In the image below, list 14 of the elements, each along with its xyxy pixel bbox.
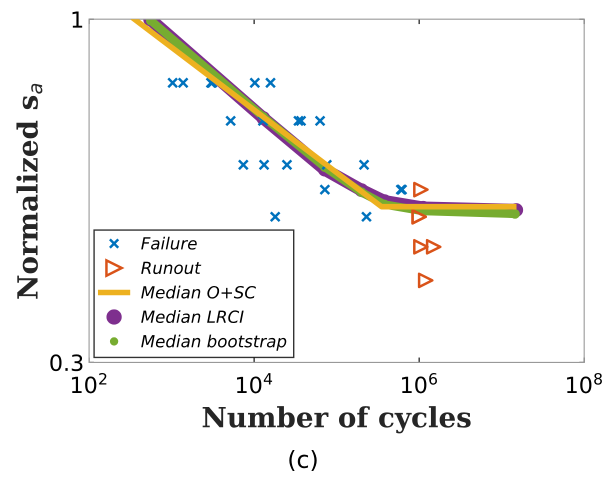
legend-label: Median O+SC [141, 286, 256, 299]
y-tick-label: 0.3 [50, 354, 82, 372]
x-axis-title: Number of cycles [202, 406, 471, 434]
legend-label: Failure [141, 236, 197, 250]
x-tick-label: 10$^{6}$ [402, 372, 437, 394]
legend-label: Median bootstrap [141, 334, 286, 351]
y-tick-label: 1 [72, 11, 82, 28]
legend-label: Runout [141, 262, 202, 274]
x-tick-label: 10$^{4}$ [237, 373, 272, 394]
y-axis-title: Normalized s$_{a}$ [16, 84, 42, 299]
text: (c) [289, 450, 317, 472]
x-tick-label: 10$^{2}$ [72, 372, 106, 394]
x-tick-label: 10$^{8}$ [567, 372, 602, 394]
legend-label: Median LRCI [141, 310, 244, 324]
